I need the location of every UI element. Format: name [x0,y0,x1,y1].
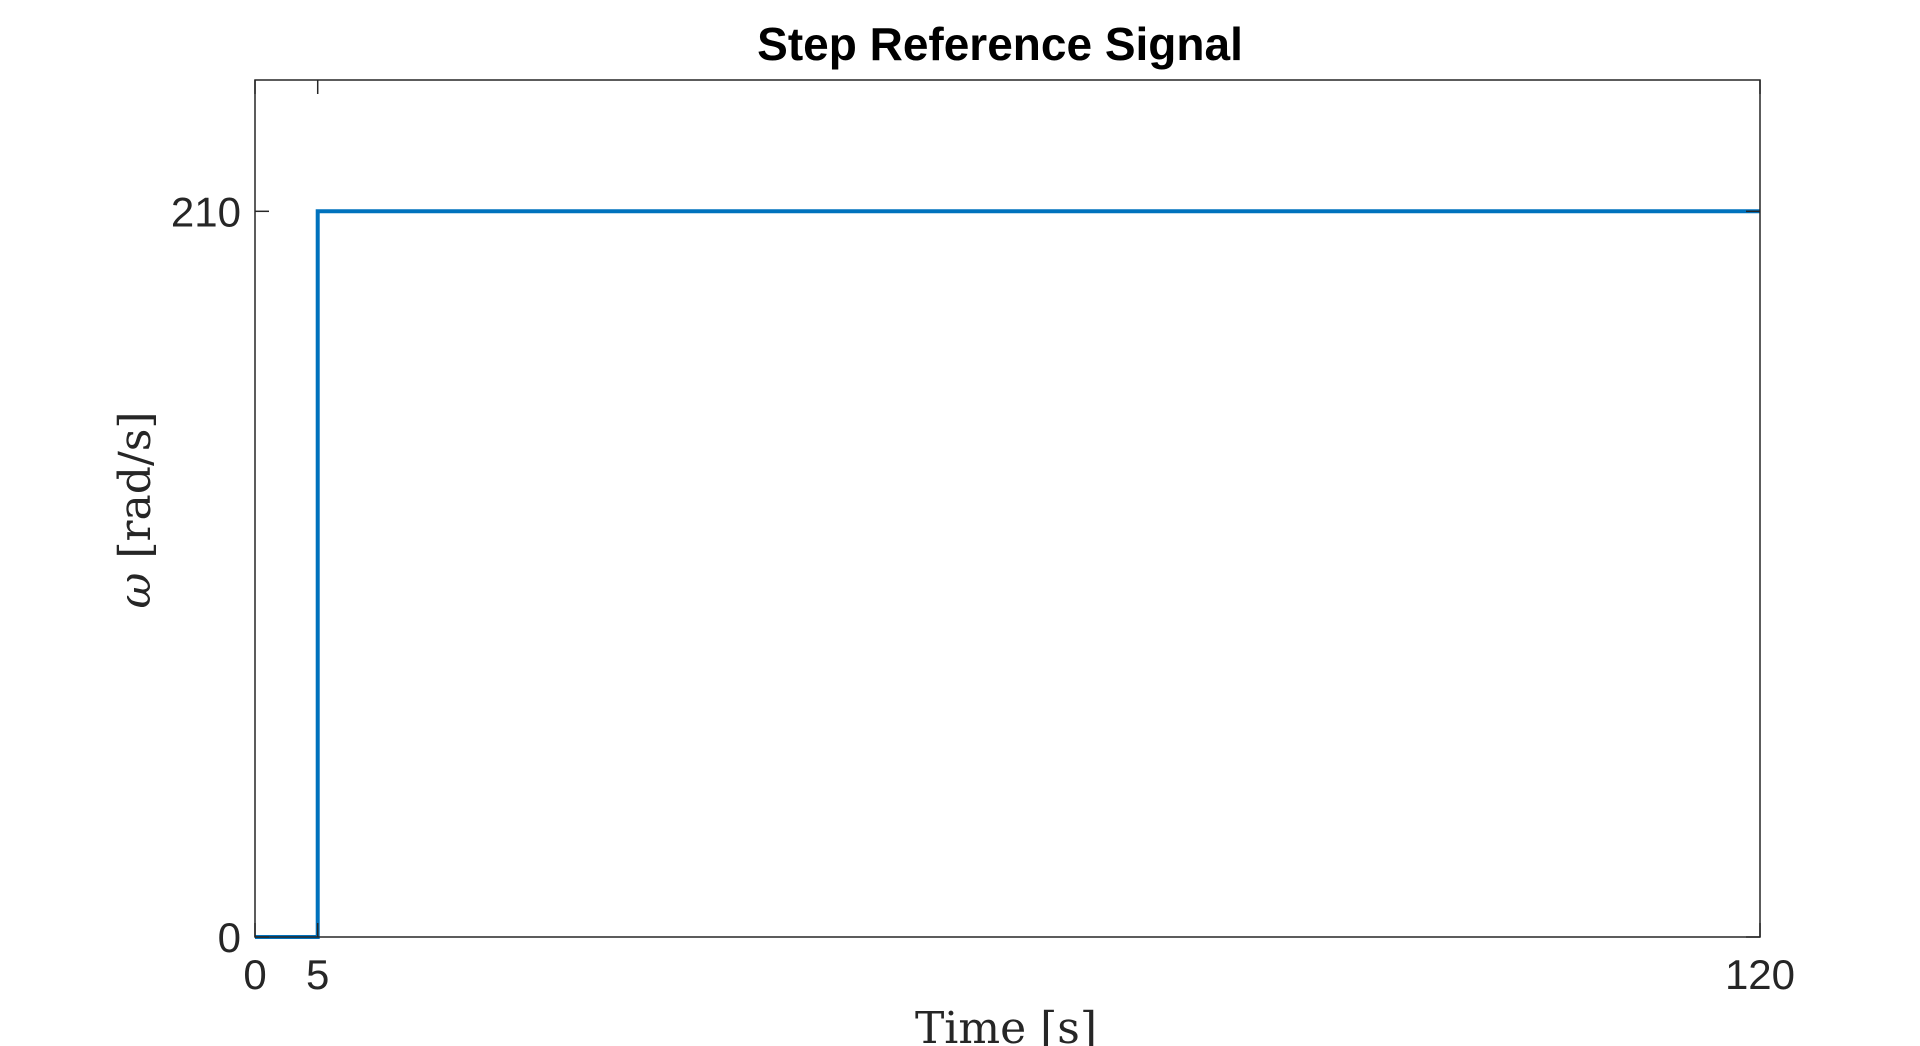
y-tick-label: 210 [171,188,241,235]
chart-title: Step Reference Signal [757,18,1243,70]
x-tick-label: 5 [306,951,329,998]
x-tick-label: 120 [1725,951,1795,998]
y-axis-label-unit: [rad/s] [110,411,161,558]
x-axis-ticks: 0 5 120 [243,80,1795,998]
x-tick-label: 0 [243,951,266,998]
y-tick-label: 0 [218,914,241,961]
y-axis-label: ω [rad/s] [110,411,161,608]
y-axis-label-symbol: ω [110,573,161,609]
axes-box [254,79,1761,938]
y-axis-ticks: 0 210 [171,188,1760,961]
y-axis-label-spacer [110,559,161,573]
x-axis-label: Time [s] [915,1003,1097,1046]
plot-area [255,80,1760,937]
